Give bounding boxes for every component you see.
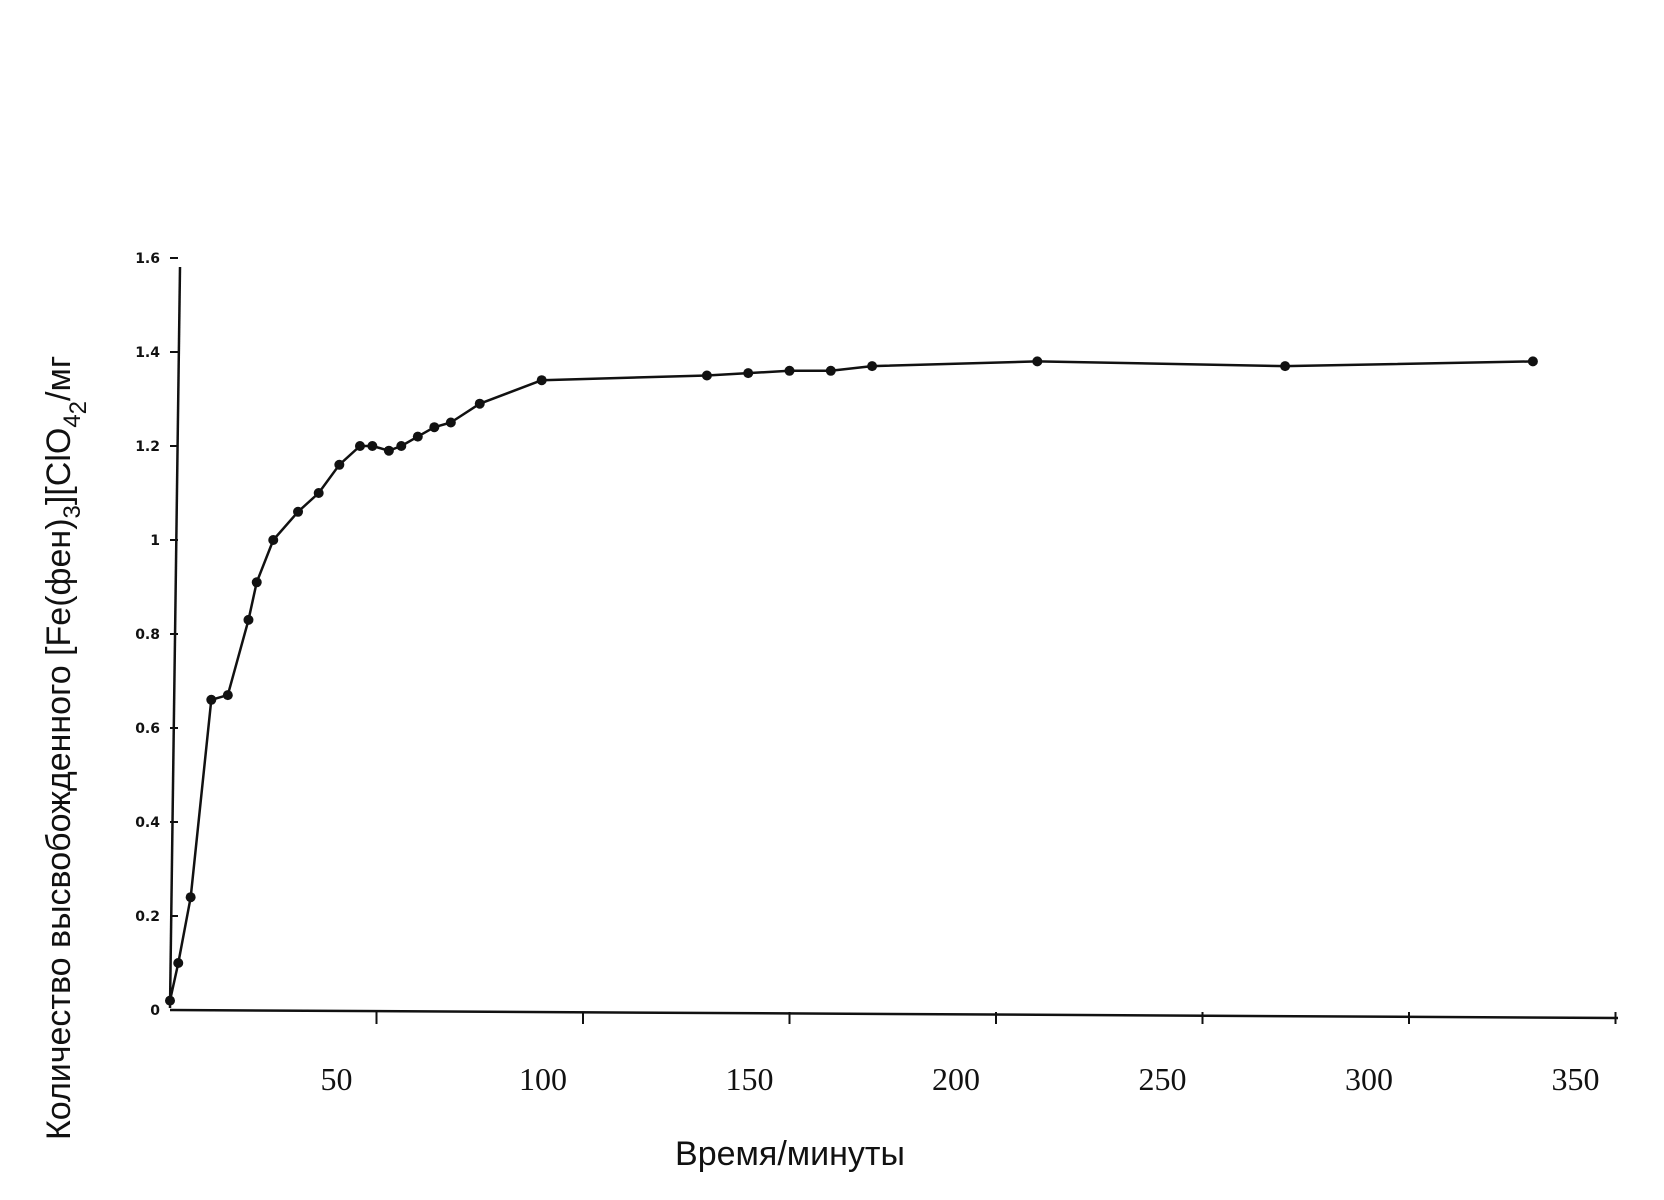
data-point	[743, 368, 753, 378]
data-point	[867, 361, 877, 371]
x-tick-label: 100	[519, 1061, 567, 1097]
y-tick-label: 0	[150, 1003, 160, 1019]
x-axis-title: Время/минуты	[675, 1135, 905, 1173]
data-point	[446, 418, 456, 428]
y-tick-label: 0.2	[135, 909, 160, 925]
y-tick-label: 0.8	[135, 627, 160, 643]
data-point	[475, 399, 485, 409]
x-tick-label: 200	[932, 1061, 980, 1097]
data-point	[206, 695, 216, 705]
y-tick-label: 0.4	[135, 815, 160, 831]
x-tick-label: 300	[1345, 1061, 1393, 1097]
x-tick-label: 150	[726, 1061, 774, 1097]
y-tick-label: 1	[150, 533, 160, 549]
data-point	[268, 535, 278, 545]
data-point	[785, 366, 795, 376]
data-point	[826, 366, 836, 376]
y-tick-label: 1.4	[135, 345, 160, 361]
x-tick-labels: 50 100 150 200 250 300 350	[321, 1012, 1616, 1097]
x-tick-label: 350	[1552, 1061, 1600, 1097]
data-point	[293, 507, 303, 517]
data-point	[186, 892, 196, 902]
data-point	[537, 375, 547, 385]
y-axis-title: Количество высвобожденного [Fe(фен)3][Cl…	[40, 356, 92, 1140]
series-line	[170, 361, 1533, 1000]
y-tick-label: 1.6	[135, 251, 160, 267]
y-axis-line	[170, 267, 180, 1008]
x-tick-label: 50	[321, 1061, 353, 1097]
y-tick-label: 1.2	[135, 439, 160, 455]
data-point	[173, 958, 183, 968]
data-point	[165, 996, 175, 1006]
data-point	[396, 441, 406, 451]
y-tick-label: 0.6	[135, 721, 160, 737]
x-axis-line	[170, 1010, 1618, 1018]
axes	[170, 267, 1618, 1018]
data-point	[413, 432, 423, 442]
data-point	[1528, 356, 1538, 366]
data-point	[243, 615, 253, 625]
data-point	[429, 422, 439, 432]
x-tick-label: 250	[1139, 1061, 1187, 1097]
data-point	[223, 690, 233, 700]
series-group	[165, 356, 1538, 1005]
data-point	[1032, 356, 1042, 366]
data-point	[1280, 361, 1290, 371]
data-point	[367, 441, 377, 451]
data-point	[252, 577, 262, 587]
data-point	[314, 488, 324, 498]
data-point	[702, 371, 712, 381]
data-point	[384, 446, 394, 456]
data-point	[355, 441, 365, 451]
data-point	[334, 460, 344, 470]
